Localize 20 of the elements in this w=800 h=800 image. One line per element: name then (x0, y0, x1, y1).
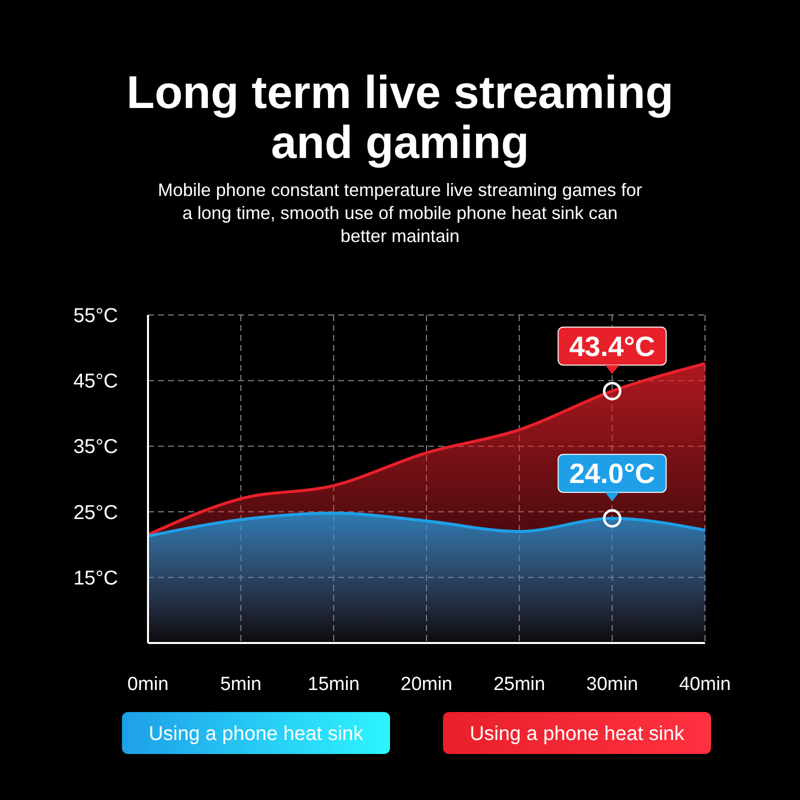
callout: 43.4°C (558, 326, 667, 400)
x-tick-label: 30min (586, 674, 638, 695)
y-tick-label: 25°C (73, 502, 118, 524)
x-tick-label: 20min (400, 674, 452, 695)
x-tick-label: 40min (679, 674, 731, 695)
text: Using a phone heat sink (148, 723, 364, 745)
y-tick-label: 15°C (73, 567, 118, 590)
annotation: 43.4°C (569, 330, 656, 362)
chart-title: Long term live streaming and gaming (126, 66, 674, 168)
text: Using a phone heat sink (470, 723, 686, 745)
y-tick-label: 55°C (73, 305, 118, 327)
x-tick-label: 25min (493, 674, 546, 695)
y-tick-label: 45°C (73, 370, 118, 393)
x-tick-label: 5min (220, 674, 262, 695)
chart-subtitle: Mobile phone constant temperature live streaming games for a long time, smooth use of mobile phone heat sink can better maintain (158, 180, 642, 246)
callout: 24.0°C (558, 454, 667, 528)
x-tick-label: 0min (127, 674, 169, 695)
annotation: 24.0°C (569, 458, 656, 490)
x-tick-label: 15min (308, 674, 360, 695)
y-tick-label: 35°C (73, 436, 118, 458)
